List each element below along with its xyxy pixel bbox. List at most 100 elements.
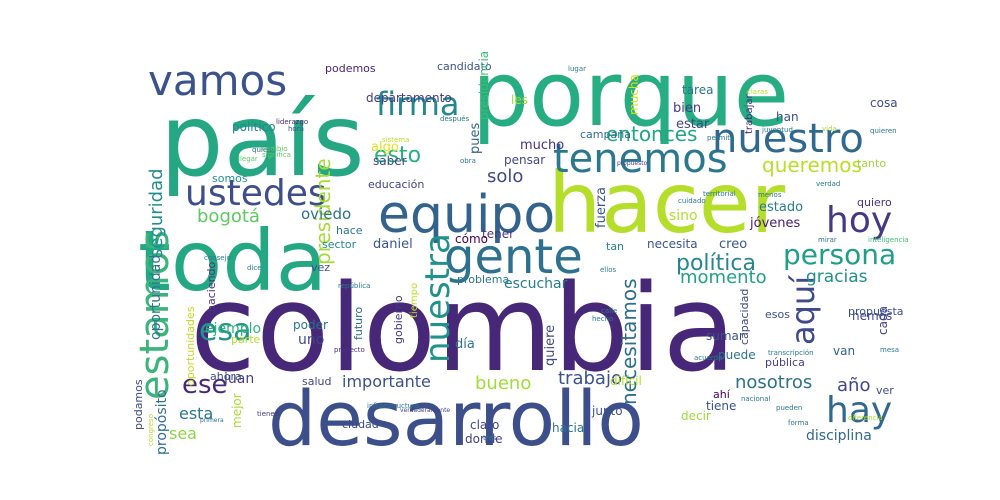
word-parte: parte	[231, 333, 261, 346]
word-acuerdo: acuerdo	[694, 354, 722, 362]
word-educación: educación	[368, 178, 424, 191]
word-cosa: cosa	[870, 96, 898, 110]
word-necesitamos: necesitamos	[617, 279, 641, 406]
word-seguridad: seguridad	[146, 168, 167, 258]
word-día: día	[455, 337, 475, 352]
word-esa: esa	[199, 313, 251, 348]
word-quién: quién	[252, 146, 272, 154]
word-nuestro: nuestro	[712, 116, 864, 162]
word-calle: calle	[601, 307, 617, 315]
word-significa: significa	[262, 151, 291, 159]
word-podemos: podemos	[325, 62, 376, 75]
word-ejemplo: ejemplo	[205, 321, 261, 337]
word-mesa: mesa	[880, 346, 899, 354]
word-pública: pública	[765, 356, 805, 369]
word-momento: momento	[680, 267, 767, 288]
word-pues: pues	[468, 123, 483, 154]
word-entonces: entonces	[606, 122, 697, 146]
word-país: país	[160, 82, 365, 199]
word-juventud: juventud	[761, 126, 793, 134]
word-sector: sector	[322, 238, 357, 251]
word-importante: importante	[342, 372, 431, 391]
word-vez: vez	[311, 261, 330, 274]
word-pueden: pueden	[776, 404, 802, 412]
word-mejor: mejor	[230, 393, 244, 428]
word-cambio: cambio	[262, 145, 288, 153]
word-obra: obra	[460, 157, 476, 165]
word-política: política	[676, 251, 756, 276]
word-esto: esto	[374, 143, 421, 168]
word-presidencia: presidencia	[477, 51, 491, 120]
word-bogotá: bogotá	[197, 206, 260, 227]
word-forma: forma	[788, 419, 809, 427]
word-gracias: gracias	[806, 267, 868, 287]
word-tiempo: tiempo	[409, 283, 420, 318]
word-diferencia: diferencia	[848, 414, 883, 422]
word-transcripción: transcripción	[768, 349, 814, 357]
word-candidato: candidato	[437, 60, 492, 73]
word-vamos: vamos	[148, 56, 287, 105]
word-quiero: quiero	[857, 196, 892, 209]
word-campaña: campaña	[580, 128, 631, 141]
word-congreso: congreso	[147, 414, 155, 446]
word-nacional: nacional	[741, 395, 771, 403]
word-territorial: territorial	[703, 190, 736, 198]
word-estar: estar	[676, 117, 710, 132]
word-sea: sea	[169, 424, 197, 443]
word-hacia: hacia	[552, 421, 584, 435]
word-ese: ese	[182, 370, 228, 400]
word-hace: hace	[336, 224, 363, 237]
word-desarrollo: desarrollo	[268, 374, 644, 463]
word-trabajar: trabajar	[744, 93, 755, 134]
word-hay: hay	[826, 390, 892, 431]
word-verdaderamente: verdaderamente	[400, 407, 450, 414]
word-gobierno: gobierno	[392, 295, 405, 344]
word-primera: primera	[200, 417, 224, 424]
word-hemos: hemos	[852, 309, 892, 323]
word-menos: menos	[758, 191, 782, 199]
word-presidente: presidente	[311, 158, 335, 265]
word-bueno: bueno	[475, 373, 531, 394]
word-somos: somos	[212, 172, 248, 185]
word-decir: decir	[681, 409, 711, 423]
word-haciendo: haciendo	[205, 261, 218, 312]
word-algo: algo	[371, 140, 399, 155]
word-firma: firma	[376, 85, 460, 123]
word-mucha: mucha	[627, 74, 641, 115]
word-quiere: quiere	[543, 325, 558, 366]
word-hoy: hoy	[826, 200, 892, 241]
word-solo: solo	[487, 166, 523, 187]
word-salud: salud	[302, 375, 331, 388]
word-les: les	[511, 93, 528, 107]
word-propuesto: propuesto	[617, 160, 648, 167]
word-escuchar: escuchar	[504, 276, 568, 292]
word-persona: persona	[783, 238, 896, 271]
word-colombia: colombia	[190, 260, 736, 399]
word-dice: dice	[247, 264, 262, 272]
word-cómo: cómo	[455, 232, 488, 246]
word-ver: ver	[876, 384, 894, 397]
word-cuidado: cuidado	[678, 197, 706, 205]
word-queremos: queremos	[762, 153, 862, 177]
word-podamos: podamos	[132, 379, 145, 430]
word-hora: hora	[288, 125, 304, 133]
word-han: han	[776, 110, 799, 124]
word-poder: poder	[293, 318, 328, 332]
word-uno: uno	[298, 332, 324, 348]
word-donde: donde	[465, 432, 503, 446]
word-después: después	[440, 115, 470, 123]
word-creo: creo	[719, 237, 747, 252]
word-quieren: quieren	[870, 127, 897, 135]
word-tenemos: tenemos	[553, 136, 728, 182]
word-estamos: estamos	[132, 230, 178, 400]
word-jóvenes: jóvenes	[749, 216, 800, 231]
word-esos: esos	[765, 308, 790, 321]
word-oportunidades: oportunidades	[184, 306, 197, 386]
word-saber: saber	[373, 154, 407, 168]
word-ciudad: ciudad	[342, 418, 379, 431]
word-aquí: aquí	[784, 275, 822, 345]
word-futuro: futuro	[352, 307, 365, 340]
word-tienen: tienen	[257, 410, 279, 418]
